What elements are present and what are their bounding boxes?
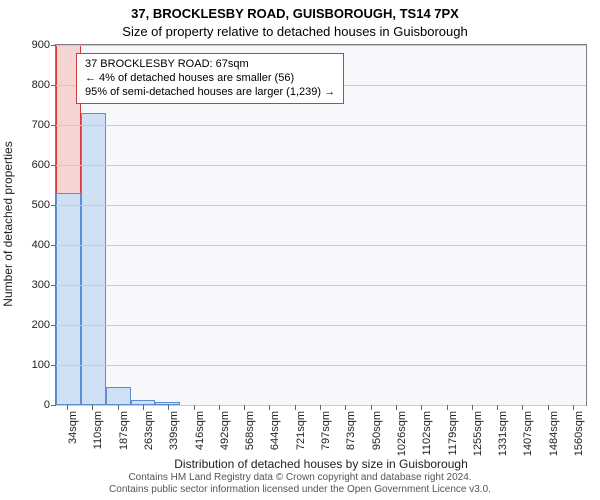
xtick-mark [168, 405, 169, 410]
histogram-bar [106, 387, 131, 405]
xtick-mark [447, 405, 448, 410]
ytick-label: 800 [32, 79, 56, 91]
xtick-label: 1484sqm [548, 411, 560, 456]
xtick-mark [522, 405, 523, 410]
y-axis-label: Number of detached properties [1, 141, 15, 306]
plot-area: 0100200300400500600700800900 34sqm110sqm… [55, 44, 587, 406]
xtick-label: 873sqm [345, 411, 357, 450]
xtick-label: 1026sqm [396, 411, 408, 456]
footer-attribution: Contains HM Land Registry data © Crown c… [0, 472, 600, 496]
xtick-label: 644sqm [269, 411, 281, 450]
footer-line-2: Contains public sector information licen… [0, 484, 600, 496]
ytick-label: 500 [32, 199, 56, 211]
xtick-mark [573, 405, 574, 410]
grid-line [56, 325, 586, 326]
ytick-label: 300 [32, 279, 56, 291]
xtick-label: 1407sqm [522, 411, 534, 456]
xtick-mark [320, 405, 321, 410]
x-axis-label: Distribution of detached houses by size … [56, 457, 586, 471]
xtick-label: 950sqm [371, 411, 383, 450]
xtick-label: 797sqm [320, 411, 332, 450]
xtick-mark [371, 405, 372, 410]
xtick-label: 1331sqm [497, 411, 509, 456]
xtick-mark [548, 405, 549, 410]
grid-line [56, 125, 586, 126]
xtick-label: 1255sqm [472, 411, 484, 456]
ytick-label: 0 [44, 399, 56, 411]
chart-title-line1: 37, BROCKLESBY ROAD, GUISBOROUGH, TS14 7… [0, 6, 590, 21]
info-line-2: ← 4% of detached houses are smaller (56) [85, 72, 335, 86]
xtick-mark [67, 405, 68, 410]
xtick-mark [118, 405, 119, 410]
xtick-label: 110sqm [92, 411, 104, 449]
xtick-mark [421, 405, 422, 410]
xtick-label: 721sqm [295, 411, 307, 450]
xtick-mark [219, 405, 220, 410]
footer-line-1: Contains HM Land Registry data © Crown c… [0, 472, 600, 484]
xtick-mark [295, 405, 296, 410]
histogram-bar [56, 193, 81, 405]
histogram-bar [81, 113, 106, 405]
chart-container: 37, BROCKLESBY ROAD, GUISBOROUGH, TS14 7… [0, 0, 600, 500]
xtick-label: 339sqm [168, 411, 180, 450]
xtick-label: 34sqm [67, 411, 79, 444]
grid-line [56, 45, 586, 46]
ytick-label: 200 [32, 319, 56, 331]
chart-title-line2: Size of property relative to detached ho… [0, 24, 590, 39]
xtick-label: 263sqm [143, 411, 155, 450]
grid-line [56, 405, 586, 406]
xtick-mark [194, 405, 195, 410]
xtick-mark [143, 405, 144, 410]
xtick-mark [497, 405, 498, 410]
xtick-mark [472, 405, 473, 410]
xtick-label: 1102sqm [421, 411, 433, 455]
info-line-3: 95% of semi-detached houses are larger (… [85, 86, 335, 100]
grid-line [56, 165, 586, 166]
grid-line [56, 285, 586, 286]
ytick-label: 700 [32, 119, 56, 131]
ytick-label: 600 [32, 159, 56, 171]
grid-line [56, 205, 586, 206]
xtick-label: 187sqm [118, 411, 130, 450]
xtick-mark [345, 405, 346, 410]
ytick-label: 900 [32, 39, 56, 51]
info-line-1: 37 BROCKLESBY ROAD: 67sqm [85, 58, 335, 72]
ytick-label: 100 [32, 359, 56, 371]
grid-line [56, 365, 586, 366]
xtick-label: 568sqm [244, 411, 256, 450]
xtick-mark [396, 405, 397, 410]
xtick-label: 416sqm [194, 411, 206, 450]
xtick-label: 1560sqm [573, 411, 585, 456]
grid-line [56, 245, 586, 246]
xtick-label: 1179sqm [447, 411, 459, 455]
xtick-mark [269, 405, 270, 410]
xtick-mark [92, 405, 93, 410]
info-box: 37 BROCKLESBY ROAD: 67sqm ← 4% of detach… [76, 53, 344, 104]
xtick-label: 492sqm [219, 411, 231, 450]
ytick-label: 400 [32, 239, 56, 251]
xtick-mark [244, 405, 245, 410]
